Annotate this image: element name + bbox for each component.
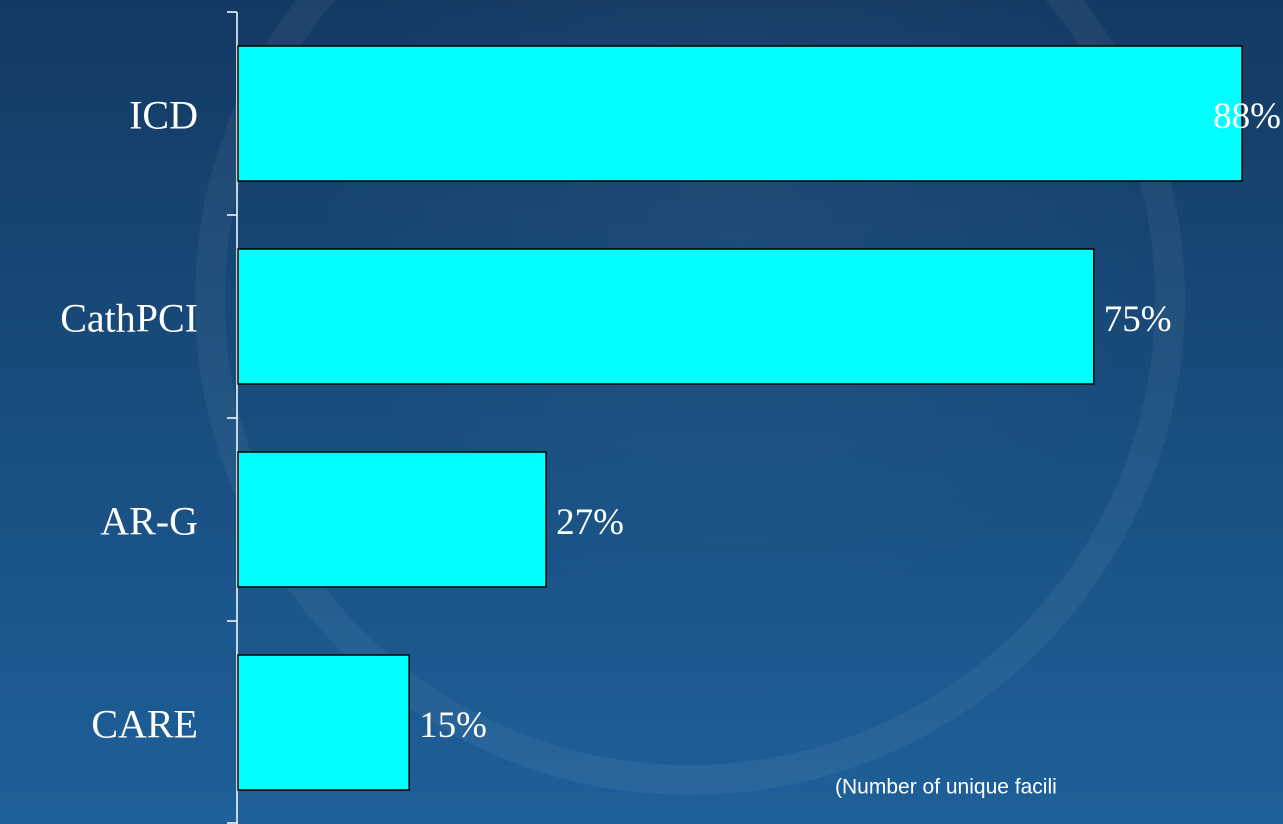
annotation: (Number of unique facili bbox=[835, 776, 1057, 799]
y-tick-label: AR-G bbox=[100, 499, 198, 544]
value-label: 88% bbox=[1213, 96, 1281, 137]
bar bbox=[237, 654, 410, 791]
y-tick-label: ICD bbox=[129, 93, 198, 138]
y-tick-label: CARE bbox=[91, 702, 198, 747]
value-label: 27% bbox=[556, 502, 624, 543]
bar bbox=[237, 45, 1243, 182]
y-tick-label: CathPCI bbox=[60, 296, 198, 341]
bar bbox=[237, 451, 547, 588]
value-label: 15% bbox=[419, 705, 487, 746]
bar bbox=[237, 248, 1095, 385]
value-label: 75% bbox=[1104, 299, 1172, 340]
